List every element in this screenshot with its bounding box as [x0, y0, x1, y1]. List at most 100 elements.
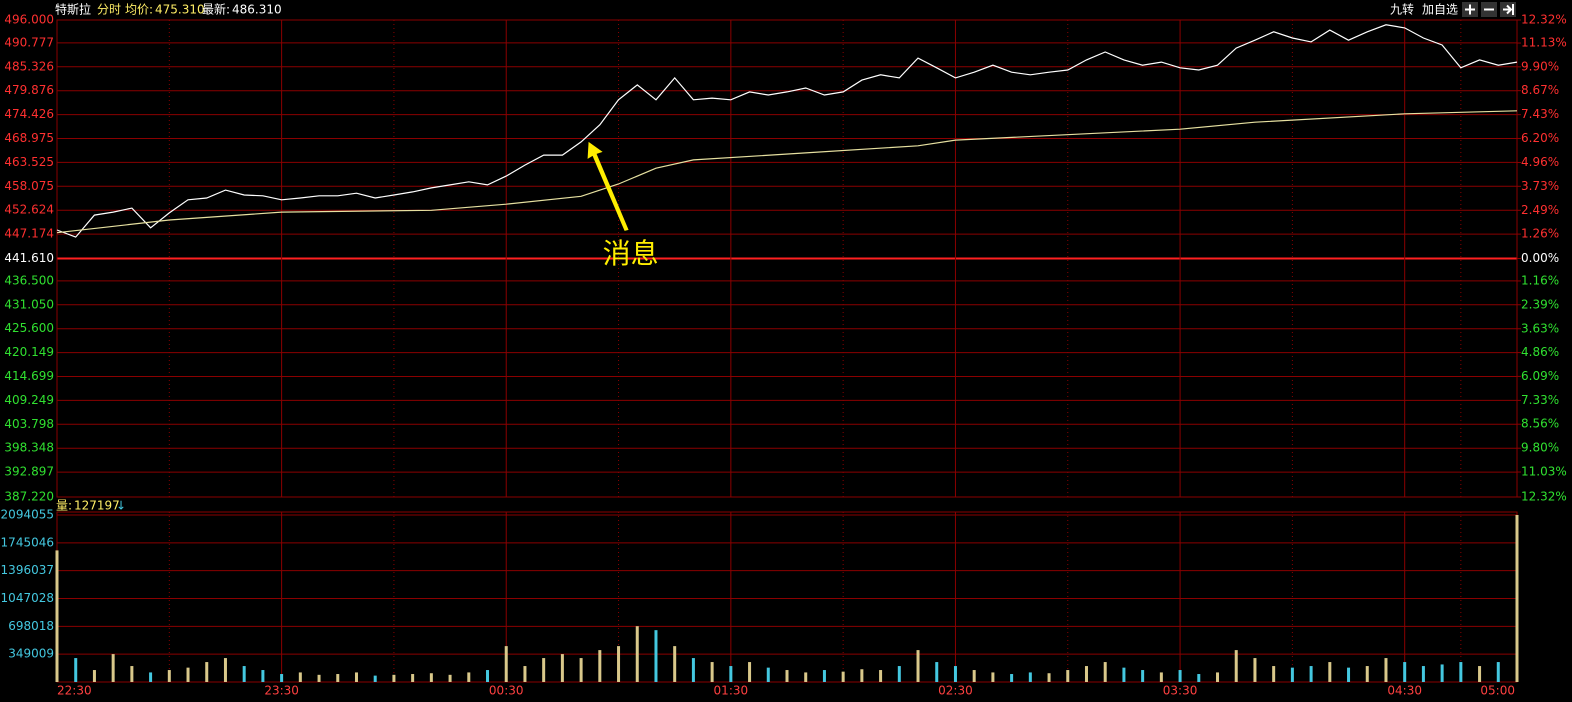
y-tick-label: 447.174 [4, 227, 54, 241]
volume-bar [860, 669, 864, 682]
volume-bar [1197, 674, 1201, 682]
volume-bar [55, 550, 59, 682]
volume-bar [130, 666, 134, 682]
y-tick-label: 403.798 [4, 417, 54, 431]
volume-bar [1159, 672, 1163, 682]
y-tick-label: 420.149 [4, 345, 54, 359]
volume-bar [205, 662, 209, 682]
volume-bar [1421, 666, 1425, 682]
volume-bar [991, 672, 995, 682]
plus-glyph [1465, 4, 1475, 15]
volume-bar [186, 667, 190, 682]
volume-bar [841, 671, 845, 682]
y-tick-label: 398.348 [4, 441, 54, 455]
stock-name: 特斯拉 [55, 2, 91, 17]
x-tick-label: 02:30 [938, 684, 973, 698]
volume-bar [1440, 664, 1444, 682]
volume-bar [879, 670, 883, 682]
button-jiuzhuan[interactable]: 九转 [1390, 2, 1414, 17]
y2-tick-label: 3.63% [1521, 321, 1559, 335]
volume-bar [598, 650, 602, 682]
annotation-text: 消息 [603, 237, 659, 270]
y2-tick-label: 8.67% [1521, 83, 1559, 97]
volume-bar [579, 658, 583, 682]
x-tick-label: 22:30 [57, 684, 92, 698]
y2-tick-label: 1.26% [1521, 227, 1559, 241]
volume-bar [504, 646, 508, 682]
volume-bar [935, 662, 939, 682]
volume-bar [654, 630, 658, 682]
volume-bar [354, 672, 358, 682]
volume-bar [785, 670, 789, 682]
volume-bar [804, 672, 808, 682]
y-tick-label: 387.220 [4, 490, 54, 504]
y2-tick-label: 9.90% [1521, 59, 1559, 73]
volume-bar [298, 672, 302, 682]
y-tick-label: 441.610 [4, 251, 54, 265]
y2-tick-label: 4.96% [1521, 155, 1559, 169]
y2-tick-label: 8.56% [1521, 417, 1559, 431]
volume-bar [223, 658, 227, 682]
volume-tick-label: 2094055 [1, 508, 54, 522]
volume-bar [766, 667, 770, 682]
mode: 分时 [97, 3, 121, 17]
y2-tick-label: 1.16% [1521, 273, 1559, 287]
toolbar-icons[interactable] [1462, 2, 1516, 17]
y-tick-label: 409.249 [4, 393, 54, 407]
x-tick-label: 23:30 [264, 684, 299, 698]
volume-bar [1478, 666, 1482, 682]
volume-bar [1309, 666, 1313, 682]
volume-bar [1103, 662, 1107, 682]
y2-tick-label: 6.20% [1521, 131, 1559, 145]
volume-bar [542, 658, 546, 682]
volume-bar [261, 670, 265, 682]
y2-tick-label: 0.00% [1521, 251, 1559, 265]
volume-bar [448, 674, 452, 682]
y2-tick-label: 4.86% [1521, 345, 1559, 359]
volume-bar [972, 670, 976, 682]
volume-bar [1328, 662, 1332, 682]
button-add-watch[interactable]: 加自选 [1422, 3, 1458, 17]
x-tick-label: 03:30 [1163, 684, 1198, 698]
y2-tick-label: 9.80% [1521, 441, 1559, 455]
avg-value: 475.310 [155, 3, 205, 17]
y2-tick-label: 7.33% [1521, 393, 1559, 407]
y2-tick-label: 3.73% [1521, 179, 1559, 193]
y-tick-label: 425.600 [4, 321, 54, 335]
volume-bar [74, 658, 78, 682]
volume-bar [953, 666, 957, 682]
volume-bar [916, 650, 920, 682]
volume-bar [1141, 670, 1145, 682]
volume-bar [167, 670, 171, 682]
last-label: 最新: [202, 2, 230, 17]
exit-glyph [1503, 4, 1514, 15]
y-tick-label: 458.075 [4, 179, 54, 193]
series-line [56, 110, 1518, 234]
y-tick-label: 479.876 [4, 83, 54, 97]
volume-bar [1216, 672, 1220, 682]
volume-tick-label: 1745046 [1, 535, 54, 549]
x-tick-label: 05:00 [1480, 684, 1515, 698]
volume-bar [710, 662, 714, 682]
volume-bar [429, 673, 433, 682]
y-tick-label: 490.777 [4, 35, 54, 49]
y2-tick-label: 11.03% [1521, 465, 1567, 479]
x-tick-label: 00:30 [489, 684, 524, 698]
volume-bar [1384, 658, 1388, 682]
y2-tick-label: 11.13% [1521, 36, 1567, 50]
y-tick-label: 463.525 [4, 155, 54, 169]
volume-bar [111, 654, 115, 682]
series-line [56, 24, 1518, 238]
annotation-arrow [587, 141, 629, 231]
y2-tick-label: 7.43% [1521, 107, 1559, 121]
volume-title: 量: [56, 499, 72, 513]
volume-bar [486, 670, 490, 682]
y2-tick-label: 2.49% [1521, 203, 1559, 217]
volume-bar [392, 674, 396, 682]
y2-tick-label: 2.39% [1521, 297, 1559, 311]
volume-bar [1010, 674, 1014, 682]
y-tick-label: 436.500 [4, 273, 54, 287]
volume-bar [523, 666, 527, 682]
